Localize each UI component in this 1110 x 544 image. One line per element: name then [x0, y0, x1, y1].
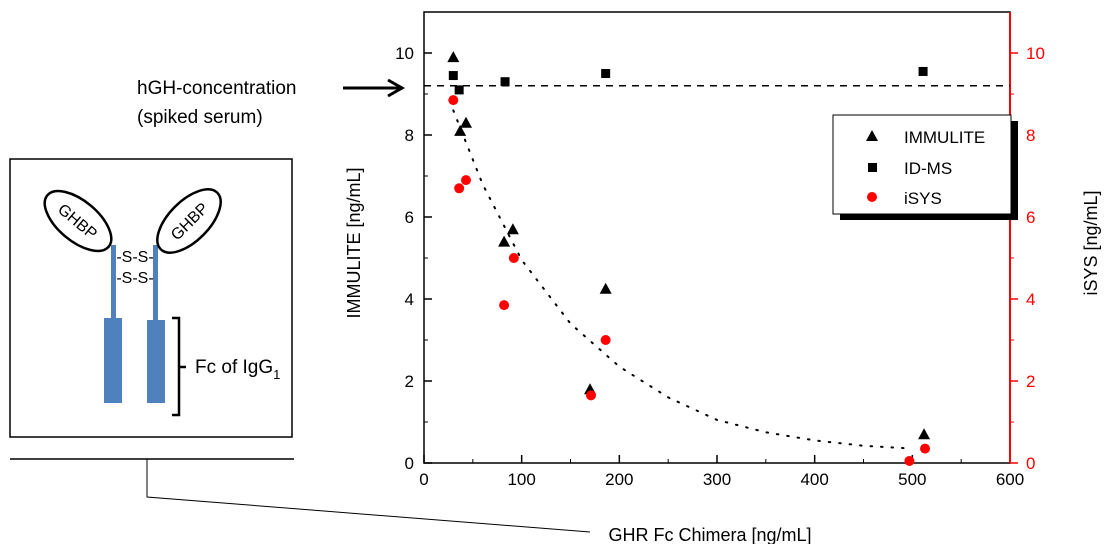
fc-bracket	[172, 316, 181, 417]
x-tick-label: 400	[800, 470, 828, 489]
immulite-point	[918, 428, 931, 440]
exponential-fit	[452, 109, 914, 450]
isys-point	[460, 175, 471, 186]
hgh-annotation: hGH-concentration (spiked serum)	[137, 78, 406, 128]
immulite-point	[498, 235, 511, 247]
isys-point	[448, 95, 459, 106]
isys-point	[454, 183, 465, 194]
legend-triangle-marker	[866, 130, 878, 141]
idms-point	[448, 71, 458, 81]
ghbp-left-domain: GHBP	[43, 189, 113, 253]
idms-point	[918, 66, 928, 76]
y-tick-label: 8	[405, 126, 414, 145]
isys-point	[586, 390, 597, 401]
isys-point	[920, 443, 931, 454]
y2-tick-label: 4	[1026, 290, 1035, 309]
y-axis-label: IMMULITE [ng/mL]	[344, 167, 364, 318]
fc-block-left	[104, 318, 122, 403]
y-tick-label: 6	[405, 208, 414, 227]
immulite-point	[506, 223, 519, 235]
y-tick-label: 0	[405, 454, 414, 473]
y2-tick-label: 6	[1026, 208, 1035, 227]
legend-circle-marker	[867, 192, 877, 202]
disulfide-bond-1: -S-S-	[116, 249, 153, 266]
idms-point	[454, 85, 464, 95]
fit-curve	[452, 109, 914, 450]
diagram-frame	[9, 158, 293, 438]
x-tick-label: 600	[996, 470, 1024, 489]
y-tick-label: 10	[395, 44, 414, 63]
left-stem	[111, 245, 116, 320]
y2-tick-label: 0	[1026, 454, 1035, 473]
y2-axis-label: iSYS [ng/mL]	[1081, 190, 1101, 295]
immulite-point	[447, 51, 460, 63]
y-tick-label: 2	[405, 372, 414, 391]
connector-line	[146, 459, 591, 533]
isys-point	[499, 300, 510, 311]
data-points	[447, 51, 931, 466]
legend-isys-label: iSYS	[904, 189, 942, 208]
annotation-line2: (spiked serum)	[137, 107, 263, 128]
y-tick-label: 4	[405, 290, 414, 309]
immulite-point	[459, 116, 472, 128]
annotation-arrowhead	[387, 78, 406, 98]
immulite-point	[599, 282, 612, 294]
right-stem	[153, 245, 158, 320]
y2-tick-label: 8	[1026, 126, 1035, 145]
legend-idms-label: ID-MS	[904, 159, 952, 178]
annotation-line1: hGH-concentration	[137, 78, 296, 99]
idms-point	[500, 77, 510, 87]
ghbp-right-domain: GHBP	[156, 188, 222, 254]
antibody-diagram: GHBP GHBP -S-S- -S-S- Fc of IgG1	[9, 158, 591, 533]
y2-tick-label: 10	[1026, 44, 1045, 63]
x-tick-label: 300	[703, 470, 731, 489]
plot-frame	[423, 11, 1011, 464]
isys-point	[904, 455, 915, 466]
legend-box	[832, 114, 1012, 215]
disulfide-bond-2: -S-S-	[116, 270, 153, 287]
legend-square-marker	[868, 163, 877, 172]
x-tick-label: 100	[507, 470, 535, 489]
isys-point	[508, 253, 519, 263]
fc-label: Fc of IgG1	[195, 357, 280, 382]
fc-block-right	[147, 320, 165, 403]
legend: IMMULITE ID-MS iSYS	[832, 114, 1018, 220]
y2-tick-label: 2	[1026, 372, 1035, 391]
idms-point	[601, 69, 611, 78]
x-tick-label: 200	[605, 470, 633, 489]
isys-point	[600, 335, 611, 345]
legend-immulite-label: IMMULITE	[904, 128, 985, 147]
x-tick-label: 500	[898, 470, 926, 489]
immulite-point	[454, 124, 467, 136]
x-tick-label: 0	[419, 470, 428, 489]
x-axis-label: GHR Fc Chimera [ng/mL]	[608, 525, 811, 544]
